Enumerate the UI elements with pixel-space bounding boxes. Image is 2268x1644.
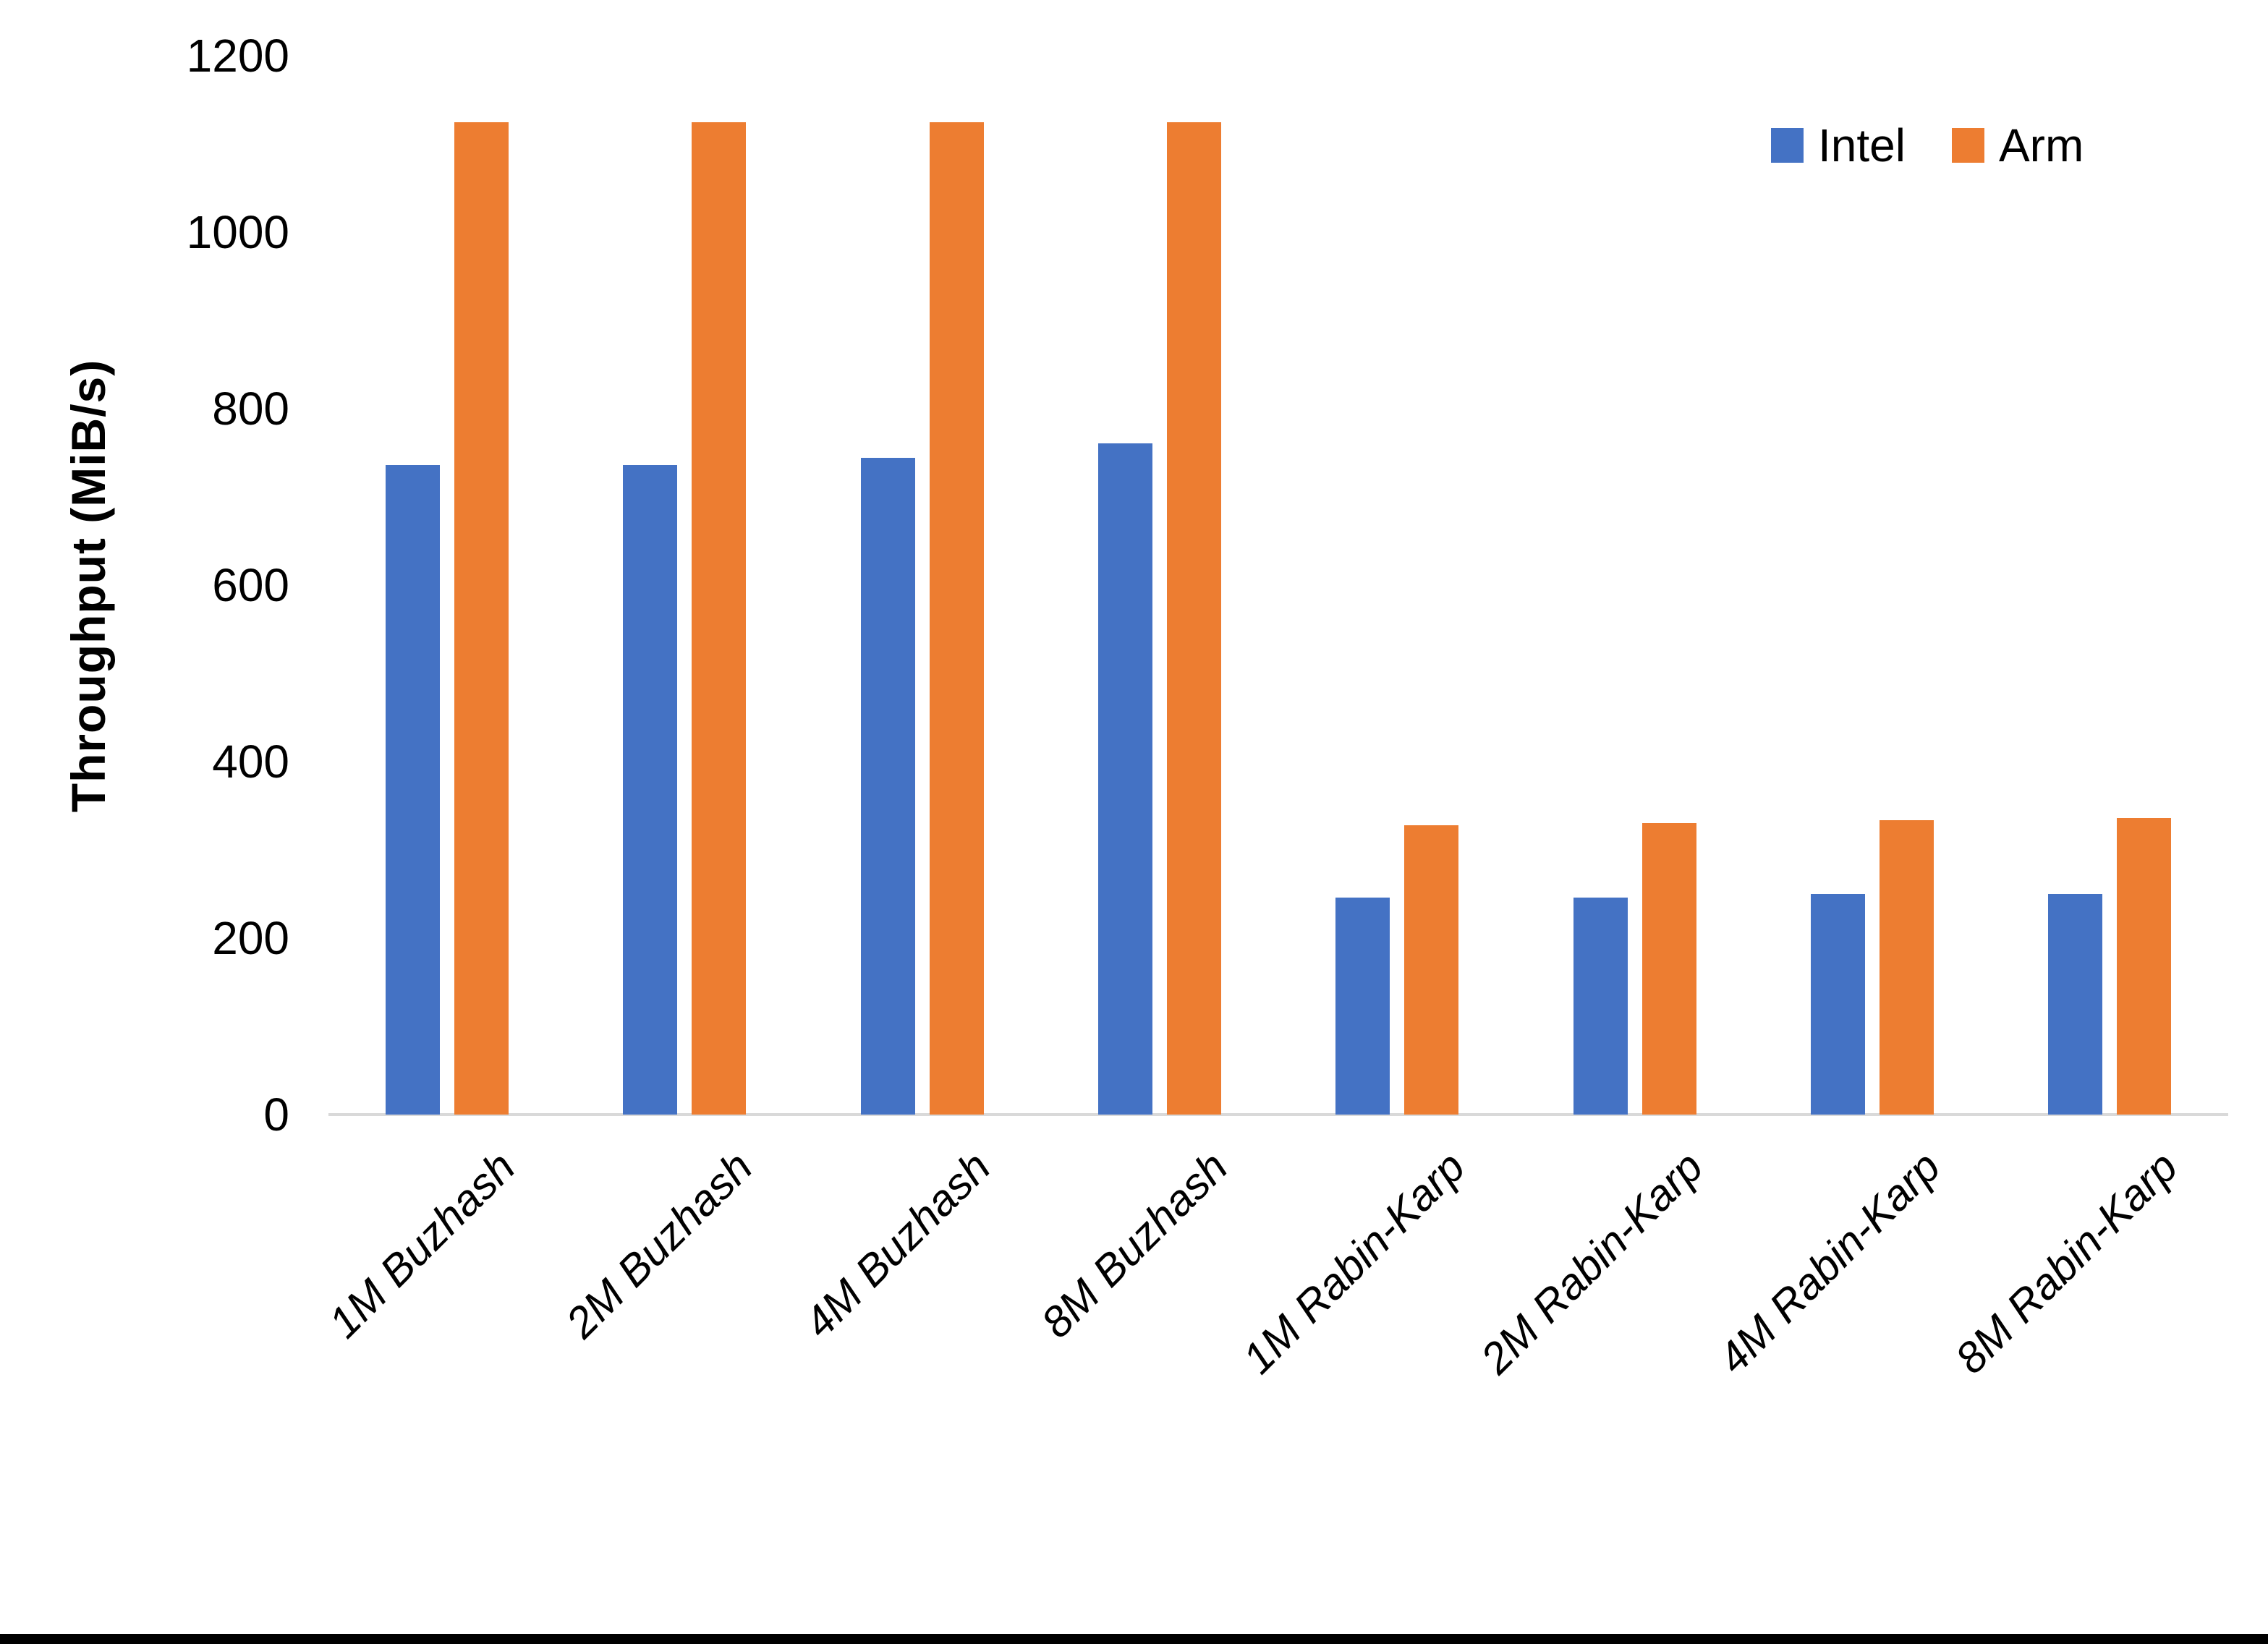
y-tick-label: 200 — [212, 912, 289, 964]
bottom-border — [0, 1634, 2268, 1644]
x-category-label: 1M Rabin-Karp — [1233, 1142, 1474, 1383]
bar-intel-2 — [623, 465, 678, 1115]
bar-arm-6 — [1641, 823, 1696, 1115]
legend-swatch-icon — [1771, 128, 1804, 163]
bar-intel-1 — [386, 465, 440, 1115]
bar-intel-8 — [2048, 894, 2103, 1115]
y-tick-label: 1000 — [186, 206, 289, 258]
x-category-label: 2M Rabin-Karp — [1471, 1142, 1712, 1383]
bar-arm-3 — [929, 122, 984, 1115]
bar-arm-2 — [692, 122, 747, 1115]
x-category-label: 8M Rabin-Karp — [1946, 1142, 2187, 1383]
bar-intel-7 — [1810, 894, 1865, 1115]
legend-item-arm: Arm — [1951, 119, 2084, 171]
legend-label: Arm — [1998, 119, 2084, 171]
y-tick-label: 1200 — [186, 30, 289, 82]
x-category-label: 4M Buzhash — [794, 1142, 1000, 1347]
legend: Intel Arm — [1771, 120, 2084, 171]
y-tick-label: 400 — [212, 736, 289, 788]
bar-arm-4 — [1166, 122, 1221, 1115]
legend-swatch-icon — [1951, 128, 1984, 163]
y-tick-label: 800 — [212, 383, 289, 435]
bar-arm-7 — [1879, 819, 1934, 1115]
bar-arm-8 — [2117, 818, 2172, 1115]
y-tick-label: 0 — [263, 1089, 289, 1141]
bar-intel-5 — [1335, 897, 1390, 1115]
y-tick-label: 600 — [212, 559, 289, 611]
x-category-label: 4M Rabin-Karp — [1708, 1142, 1950, 1383]
legend-label: Intel — [1818, 119, 1906, 171]
bar-arm-5 — [1404, 825, 1459, 1115]
x-category-label: 8M Buzhash — [1032, 1142, 1237, 1347]
bar-intel-3 — [860, 458, 915, 1115]
x-category-label: 1M Buzhash — [319, 1142, 524, 1347]
bar-arm-1 — [454, 122, 509, 1115]
bar-intel-6 — [1573, 897, 1628, 1115]
bar-intel-4 — [1097, 443, 1152, 1115]
x-category-label: 2M Buzhash — [556, 1142, 762, 1347]
legend-item-intel: Intel — [1771, 120, 1906, 171]
x-axis-line — [328, 1113, 2228, 1116]
